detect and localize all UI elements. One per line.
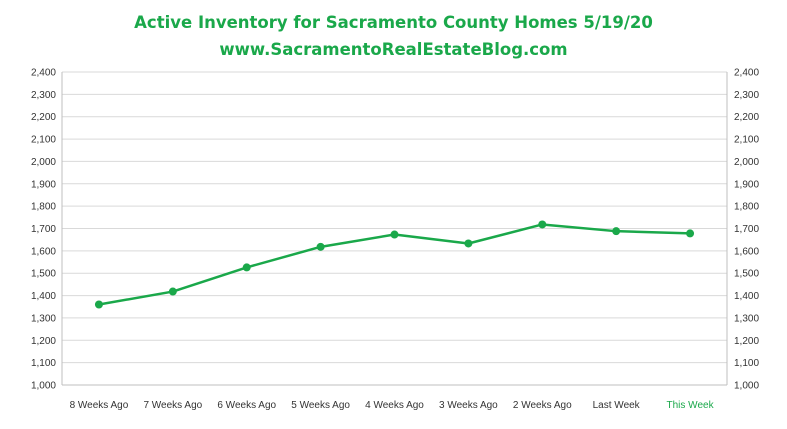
x-tick-0: 8 Weeks Ago bbox=[70, 400, 129, 411]
y-tick-right-5: 1,500 bbox=[734, 269, 759, 280]
x-tick-6: 2 Weeks Ago bbox=[513, 400, 572, 411]
x-tick-4: 4 Weeks Ago bbox=[365, 400, 424, 411]
y-tick-right-14: 2,400 bbox=[734, 68, 759, 79]
y-tick-left-2: 1,200 bbox=[31, 336, 56, 347]
y-tick-left-0: 1,000 bbox=[31, 381, 56, 392]
y-tick-left-5: 1,500 bbox=[31, 269, 56, 280]
y-tick-right-6: 1,600 bbox=[734, 246, 759, 257]
y-tick-left-1: 1,100 bbox=[31, 358, 56, 369]
data-point-0-8 bbox=[686, 229, 695, 238]
data-point-0-3 bbox=[316, 242, 325, 251]
x-tick-1: 7 Weeks Ago bbox=[143, 400, 202, 411]
y-tick-right-13: 2,300 bbox=[734, 90, 759, 101]
y-tick-right-0: 1,000 bbox=[734, 381, 759, 392]
y-tick-left-14: 2,400 bbox=[31, 68, 56, 79]
data-point-0-5 bbox=[464, 239, 473, 248]
y-tick-right-12: 2,200 bbox=[734, 112, 759, 123]
x-tick-2: 6 Weeks Ago bbox=[217, 400, 276, 411]
x-tick-5: 3 Weeks Ago bbox=[439, 400, 498, 411]
data-point-0-2 bbox=[242, 263, 251, 272]
y-tick-left-12: 2,200 bbox=[31, 112, 56, 123]
y-tick-right-3: 1,300 bbox=[734, 313, 759, 324]
y-tick-left-4: 1,400 bbox=[31, 291, 56, 302]
y-tick-right-2: 1,200 bbox=[734, 336, 759, 347]
chart-subtitle: www.SacramentoRealEstateBlog.com bbox=[219, 40, 568, 59]
y-tick-right-1: 1,100 bbox=[734, 358, 759, 369]
y-tick-right-9: 1,900 bbox=[734, 179, 759, 190]
data-point-0-0 bbox=[94, 300, 103, 309]
y-tick-right-10: 2,000 bbox=[734, 157, 759, 168]
data-point-0-4 bbox=[390, 230, 399, 239]
y-tick-left-11: 2,100 bbox=[31, 135, 56, 146]
x-tick-7: Last Week bbox=[593, 400, 641, 411]
y-tick-right-11: 2,100 bbox=[734, 135, 759, 146]
data-point-0-1 bbox=[168, 287, 177, 296]
y-tick-right-7: 1,700 bbox=[734, 224, 759, 235]
data-point-0-6 bbox=[538, 220, 547, 229]
chart-title: Active Inventory for Sacramento County H… bbox=[134, 13, 653, 32]
y-tick-right-4: 1,400 bbox=[734, 291, 759, 302]
y-tick-left-9: 1,900 bbox=[31, 179, 56, 190]
y-tick-left-3: 1,300 bbox=[31, 313, 56, 324]
y-tick-left-13: 2,300 bbox=[31, 90, 56, 101]
y-tick-right-8: 1,800 bbox=[734, 202, 759, 213]
y-tick-left-6: 1,600 bbox=[31, 246, 56, 257]
x-tick-3: 5 Weeks Ago bbox=[291, 400, 350, 411]
y-tick-left-10: 2,000 bbox=[31, 157, 56, 168]
y-tick-left-8: 1,800 bbox=[31, 202, 56, 213]
data-point-0-7 bbox=[612, 227, 621, 236]
x-tick-8: This Week bbox=[667, 400, 715, 411]
y-tick-left-7: 1,700 bbox=[31, 224, 56, 235]
